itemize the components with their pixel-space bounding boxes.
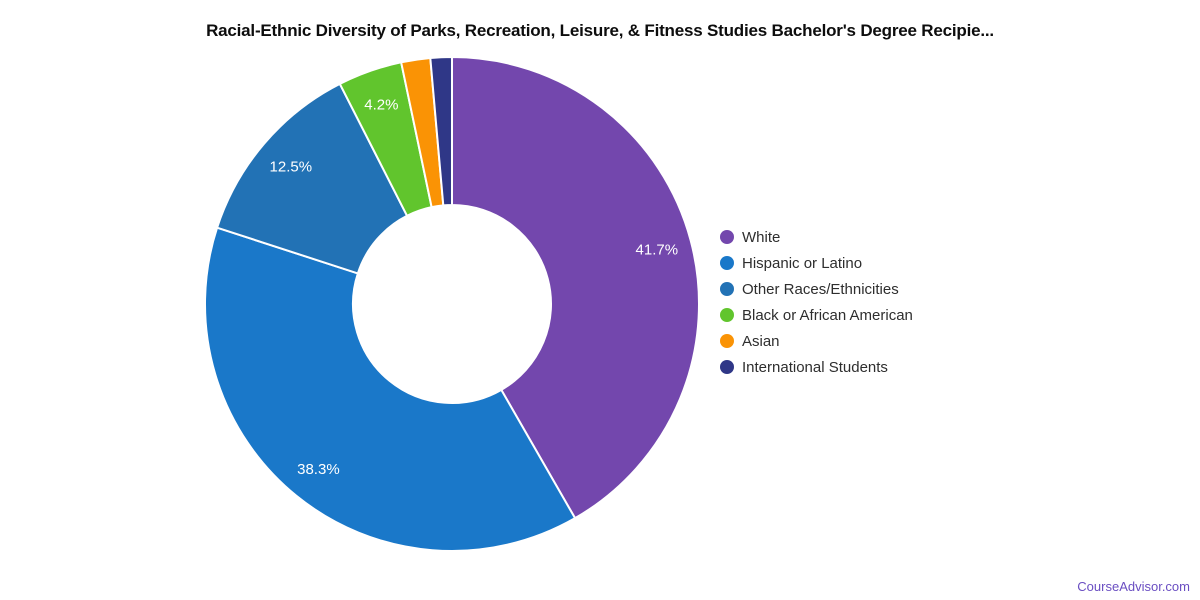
legend-label: International Students [742, 358, 888, 376]
legend: White Hispanic or Latino Other Races/Ethni… [720, 224, 913, 380]
slice-other-races-ethnicities[interactable] [215, 82, 409, 275]
slice-label-hispanic-or-latino: 38.3% [297, 461, 340, 478]
slice-international-students[interactable] [429, 55, 453, 207]
legend-item-asian[interactable]: Asian [720, 328, 913, 354]
chart-title: Racial-Ethnic Diversity of Parks, Recrea… [206, 21, 994, 40]
legend-item-white[interactable]: White [720, 224, 913, 250]
legend-label: Black or African American [742, 306, 913, 324]
legend-label: Asian [742, 332, 780, 350]
legend-item-hispanic-or-latino[interactable]: Hispanic or Latino [720, 250, 913, 276]
slice-label-other-races-ethnicities: 12.5% [270, 159, 313, 176]
legend-label: Other Races/Ethnicities [742, 280, 899, 298]
legend-item-other-races-ethnicities[interactable]: Other Races/Ethnicities [720, 276, 913, 302]
legend-label: White [742, 228, 781, 246]
slice-label-black-or-african-american: 4.2% [364, 96, 398, 113]
legend-swatch-icon [720, 282, 734, 296]
legend-label: Hispanic or Latino [742, 254, 863, 272]
legend-swatch-icon [720, 360, 734, 374]
slice-white[interactable] [451, 55, 701, 520]
legend-item-international-students[interactable]: International Students [720, 354, 913, 380]
legend-swatch-icon [720, 334, 734, 348]
legend-item-black-or-african-american[interactable]: Black or African American [720, 302, 913, 328]
legend-swatch-icon [720, 256, 734, 270]
slice-label-white: 41.7% [636, 242, 679, 259]
courseadvisor-link[interactable]: CourseAdvisor.com [1077, 579, 1190, 594]
legend-swatch-icon [720, 230, 734, 244]
legend-swatch-icon [720, 308, 734, 322]
slice-hispanic-or-latino[interactable] [203, 226, 577, 553]
